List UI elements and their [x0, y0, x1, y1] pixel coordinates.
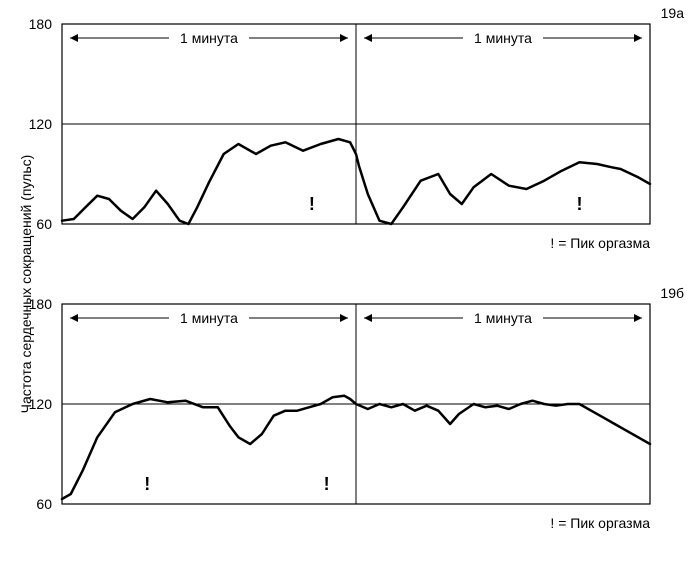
- chart-b-bang-1: !: [324, 474, 330, 494]
- chart-a-arrowhead-1-r: [634, 34, 642, 42]
- chart-canvas: 60 120 180 1 минута 1 минута!! ! = Пик оргазм…: [0, 0, 691, 567]
- chart-a-interval-label-0: 1 минута: [180, 30, 238, 46]
- chart-b-arrowhead-0-r: [340, 314, 348, 322]
- chart-b-legend: ! = Пик оргазма: [550, 515, 650, 531]
- chart-b-ytick-60: 60: [36, 496, 52, 512]
- chart-b-arrowhead-1-l: [364, 314, 372, 322]
- chart-b-interval-label-1: 1 минута: [474, 310, 532, 326]
- chart-a-ytick-120: 120: [29, 116, 53, 132]
- chart-b-id: 19б: [660, 285, 684, 301]
- chart-a-id: 19а: [661, 5, 685, 21]
- chart-a-legend: ! = Пик оргазма: [550, 235, 650, 251]
- chart-a-bang-1: !: [576, 194, 582, 214]
- chart-b-arrowhead-1-r: [634, 314, 642, 322]
- chart-a-ytick-180: 180: [29, 16, 53, 32]
- chart-a-interval-label-1: 1 минута: [474, 30, 532, 46]
- chart-b-ytick-180: 180: [29, 296, 53, 312]
- chart-a-arrowhead-0-r: [340, 34, 348, 42]
- chart-a-arrowhead-0-l: [70, 34, 78, 42]
- chart-a-bang-0: !: [309, 194, 315, 214]
- chart-b-ytick-120: 120: [29, 396, 53, 412]
- chart-b-bang-0: !: [144, 474, 150, 494]
- chart-b-arrowhead-0-l: [70, 314, 78, 322]
- chart-b-interval-label-0: 1 минута: [180, 310, 238, 326]
- chart-a-ytick-60: 60: [36, 216, 52, 232]
- chart-a-arrowhead-1-l: [364, 34, 372, 42]
